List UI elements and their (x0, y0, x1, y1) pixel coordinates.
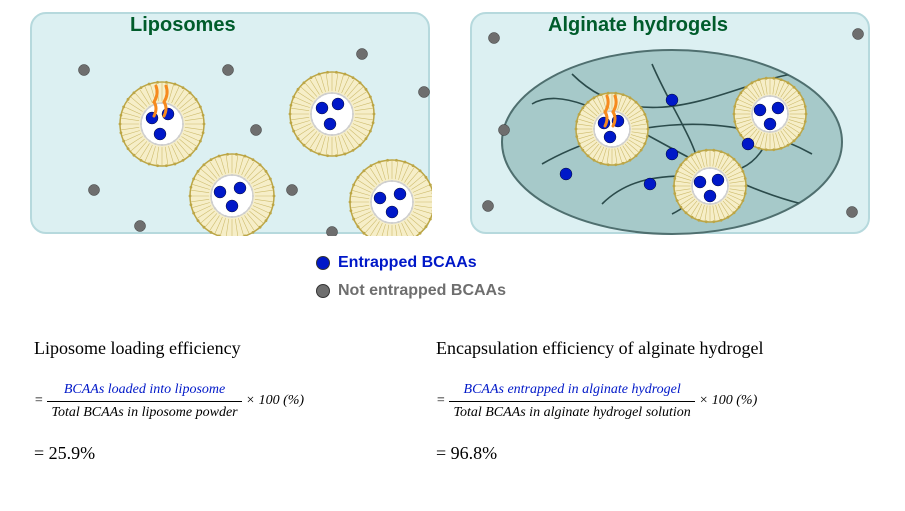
formula-alginate: Encapsulation efficiency of alginate hyd… (436, 338, 876, 464)
formula-denominator: Total BCAAs in liposome powder (47, 401, 241, 422)
formula-title: Encapsulation efficiency of alginate hyd… (436, 338, 876, 359)
formula-numerator: BCAAs loaded into liposome (60, 381, 229, 401)
circle-icon (316, 256, 330, 270)
formula-result: = 25.9% (34, 443, 414, 464)
alginate-title: Alginate hydrogels (548, 14, 728, 37)
liposomes-illustration (32, 14, 432, 236)
alginate-panel (470, 12, 870, 234)
legend-entrapped: Entrapped BCAAs (316, 254, 477, 272)
formula-title: Liposome loading efficiency (34, 338, 414, 359)
liposomes-panel (30, 12, 430, 234)
formula-result: = 96.8% (436, 443, 876, 464)
circle-icon (316, 284, 330, 298)
alginate-illustration (472, 14, 872, 236)
formula-expression: = BCAAs loaded into liposome Total BCAAs… (34, 381, 414, 421)
formula-numerator: BCAAs entrapped in alginate hydrogel (460, 381, 685, 401)
formula-denominator: Total BCAAs in alginate hydrogel solutio… (449, 401, 694, 422)
legend-entrapped-label: Entrapped BCAAs (338, 254, 477, 272)
legend-not-entrapped: Not entrapped BCAAs (316, 282, 506, 300)
formula-liposome: Liposome loading efficiency = BCAAs load… (34, 338, 414, 464)
liposomes-title: Liposomes (130, 14, 236, 37)
legend-not-entrapped-label: Not entrapped BCAAs (338, 282, 506, 300)
formula-expression: = BCAAs entrapped in alginate hydrogel T… (436, 381, 876, 421)
